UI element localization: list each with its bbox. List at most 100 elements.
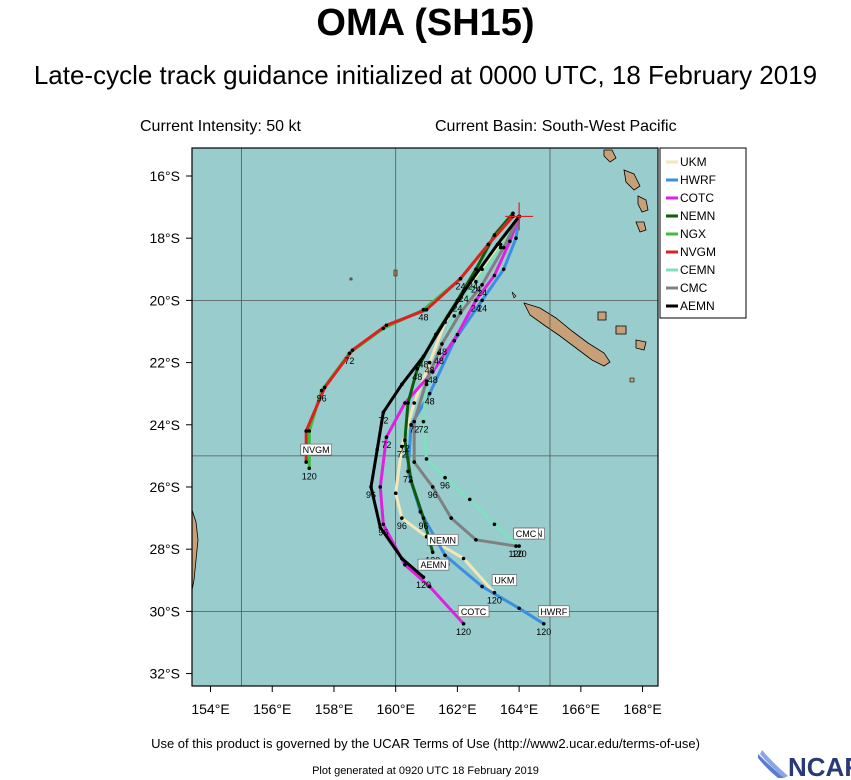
track-point <box>474 267 478 272</box>
page-title: OMA (SH15) <box>316 2 535 44</box>
forecast-hour-label: 24 <box>471 285 481 295</box>
track-point <box>461 289 466 293</box>
track-point <box>424 382 429 387</box>
x-tick-label: 168°E <box>623 701 661 717</box>
x-tick-label: 160°E <box>377 701 415 717</box>
track-point <box>378 485 383 489</box>
track-point <box>492 590 497 595</box>
track-point <box>406 469 410 474</box>
track-point <box>381 410 386 415</box>
map-border <box>191 147 659 687</box>
track-point <box>486 242 491 247</box>
forecast-hour-label: 96 <box>418 521 428 531</box>
forecast-hour-label: 72 <box>344 356 354 366</box>
forecast-hour-label: 72 <box>381 440 391 450</box>
track-point <box>542 622 546 626</box>
forecast-hour-label: 48 <box>412 372 422 382</box>
track-point <box>452 314 457 318</box>
x-tick-label: 162°E <box>438 701 476 717</box>
track-point <box>412 460 416 464</box>
end-tag-box <box>491 574 518 587</box>
plot-generated-text: Plot generated at 0920 UTC 18 February 2… <box>312 765 539 777</box>
land-masses <box>192 149 649 591</box>
track-point <box>421 354 426 359</box>
track-point <box>412 401 416 405</box>
track-point <box>375 447 379 452</box>
forecast-hour-label: 96 <box>317 394 327 404</box>
terms-of-use-text: Use of this product is governed by the U… <box>151 736 700 751</box>
track-point <box>350 348 355 352</box>
forecast-hour-label: 48 <box>418 313 428 323</box>
end-tag-cotc: COTC <box>461 607 487 617</box>
y-tick-label: 26°S <box>149 479 180 495</box>
forecast-hour-label: 48 <box>428 375 438 385</box>
end-tag-aemn: AEMN <box>420 560 446 570</box>
y-tick-label: 16°S <box>149 168 180 184</box>
track-point <box>446 314 450 318</box>
end-tag-nvgm: NVGM <box>303 445 330 455</box>
track-point <box>393 491 398 495</box>
forecast-hour-label: 120 <box>302 471 317 481</box>
track-point <box>452 339 457 343</box>
forecast-hour-label: 120 <box>512 549 527 559</box>
track-point <box>492 233 497 237</box>
track-point <box>480 584 484 589</box>
legend: UKM HWRF COTC NEMN NGX NVGM CEMN CMC AEMN <box>659 147 747 319</box>
current-intensity-label: Current Intensity: 50 kt <box>140 118 301 135</box>
x-tick-label: 156°E <box>253 701 291 717</box>
forecast-hour-label: 48 <box>437 347 447 357</box>
forecast-hour-label: 96 <box>366 490 376 500</box>
track-point <box>474 279 478 284</box>
track-point <box>403 562 407 567</box>
track-point <box>437 351 441 356</box>
track-point <box>517 544 521 548</box>
forecast-hour-label: 24 <box>455 282 465 292</box>
track-point <box>369 485 373 489</box>
track-point <box>440 342 444 346</box>
track-point <box>455 332 460 337</box>
forecast-hour-label: 72 <box>400 443 410 453</box>
legend-label-hwrf: HWRF <box>680 173 716 187</box>
x-tick-label: 164°E <box>500 701 538 717</box>
forecast-hour-label: 24 <box>471 303 481 313</box>
track-point <box>304 429 308 433</box>
track-point <box>461 556 466 561</box>
track-point <box>421 516 426 520</box>
track-point <box>384 435 389 440</box>
model-end-tags: UKMHWRFCOTCNEMNNVGMCEMNCMCAEMN <box>300 443 570 618</box>
forecast-hour-label: 72 <box>378 415 388 425</box>
track-point <box>498 245 503 250</box>
ncar-swoosh-icon-2 <box>760 750 788 778</box>
end-tag-box <box>417 558 450 571</box>
track-point <box>430 370 435 374</box>
ncar-logo: NCAR <box>758 750 851 780</box>
forecast-hour-label: 96 <box>428 490 438 500</box>
track-point <box>307 466 312 471</box>
track-line-cmc <box>412 215 521 548</box>
small-islands <box>349 269 635 383</box>
forecast-hour-label: 24 <box>468 282 478 292</box>
track-point <box>458 276 463 281</box>
loyalty-islands-land <box>597 311 647 351</box>
legend-label-cmc: CMC <box>680 281 708 295</box>
track-point <box>427 391 432 396</box>
legend-label-cotc: COTC <box>680 191 714 205</box>
track-point <box>443 475 447 480</box>
current-position-marker <box>505 202 534 231</box>
track-point <box>409 478 413 483</box>
forecast-hour-label: 24 <box>477 288 487 298</box>
track-point <box>474 538 478 542</box>
forecast-hour-label: 48 <box>434 356 444 366</box>
track-point <box>511 211 515 216</box>
track-point <box>458 311 463 315</box>
forecast-hour-label: 72 <box>418 425 428 435</box>
track-point <box>449 516 454 520</box>
end-tag-box <box>513 527 539 540</box>
end-tag-box <box>300 443 332 456</box>
track-point <box>474 298 478 303</box>
y-tick-label: 32°S <box>149 666 180 682</box>
track-point <box>443 553 447 558</box>
forecast-hour-label: 72 <box>403 474 413 484</box>
track-point <box>501 245 506 250</box>
